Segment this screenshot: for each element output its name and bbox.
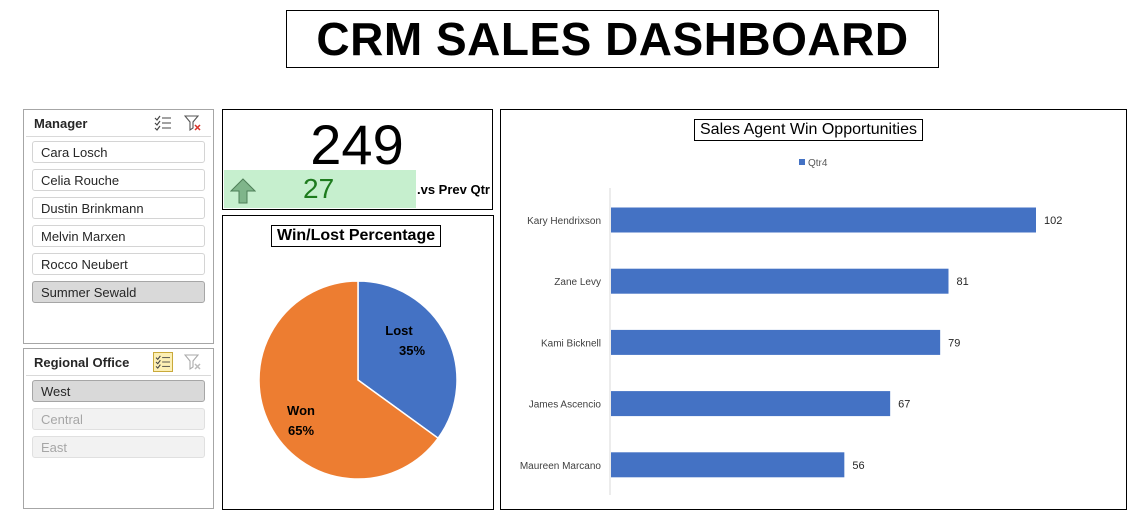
office-item-central[interactable]: Central: [32, 408, 205, 430]
kpi-change-label: .vs Prev Qtr: [417, 182, 490, 197]
bar-maureen-marcano: [611, 452, 845, 478]
category-label-kary-hendrixson: Kary Hendrixson: [527, 216, 601, 227]
manager-item-celia-rouche[interactable]: Celia Rouche: [32, 169, 205, 191]
kpi-card: 249 27 .vs Prev Qtr: [222, 109, 493, 210]
category-label-james-ascencio: James Ascencio: [529, 400, 602, 411]
regional-office-slicer: Regional Office West Cen: [23, 348, 214, 509]
manager-item-cara-losch[interactable]: Cara Losch: [32, 141, 205, 163]
manager-item-summer-sewald[interactable]: Summer Sewald: [32, 281, 205, 303]
manager-slicer: Manager Cara Losch Celia: [23, 109, 214, 344]
manager-slicer-title: Manager: [34, 115, 88, 131]
legend-label-qtr4: Qtr4: [808, 158, 828, 169]
office-item-west[interactable]: West: [32, 380, 205, 402]
value-label-zane-levy: 81: [957, 276, 969, 288]
multi-select-icon[interactable]: [153, 352, 173, 372]
arrow-up-icon: [229, 178, 257, 209]
sales-agent-chart: Sales Agent Win Opportunities Qtr4 Kary …: [500, 109, 1127, 510]
pie-chart-title: Win/Lost Percentage: [271, 225, 442, 247]
bar-james-ascencio: [611, 391, 891, 417]
kpi-change-value: 27: [303, 173, 335, 204]
clear-filter-icon[interactable]: [183, 352, 203, 372]
pie-label-won: Won: [287, 403, 315, 418]
office-item-east[interactable]: East: [32, 436, 205, 458]
manager-slicer-header: Manager: [26, 110, 211, 137]
pie-chart-svg: Lost 35% Won 65%: [258, 280, 458, 480]
pie-percent-lost: 35%: [399, 343, 425, 358]
pie-percent-won: 65%: [288, 423, 314, 438]
category-label-maureen-marcano: Maureen Marcano: [520, 461, 602, 472]
category-label-zane-levy: Zane Levy: [554, 277, 601, 288]
office-slicer-title: Regional Office: [34, 354, 130, 370]
value-label-kami-bicknell: 79: [948, 337, 960, 349]
kpi-value: 249: [310, 113, 404, 176]
bar-zane-levy: [611, 268, 949, 294]
value-label-kary-hendrixson: 102: [1044, 215, 1062, 227]
manager-slicer-list: Cara Losch Celia Rouche Dustin Brinkmann…: [24, 137, 213, 303]
bar-kary-hendrixson: [611, 207, 1036, 233]
office-slicer-list: West Central East: [24, 376, 213, 458]
value-label-james-ascencio: 67: [898, 399, 910, 411]
category-label-kami-bicknell: Kami Bicknell: [541, 338, 601, 349]
legend-swatch-qtr4: [799, 159, 805, 165]
bar-kami-bicknell: [611, 329, 941, 355]
manager-item-melvin-marxen[interactable]: Melvin Marxen: [32, 225, 205, 247]
bar-chart-title: Sales Agent Win Opportunities: [694, 119, 924, 141]
pie-label-lost: Lost: [385, 323, 413, 338]
clear-filter-icon[interactable]: [183, 113, 203, 133]
win-lost-chart: Win/Lost Percentage Lost 35% Won 65%: [222, 215, 494, 510]
dashboard-title: CRM SALES DASHBOARD: [286, 10, 939, 68]
multi-select-icon[interactable]: [153, 113, 173, 133]
manager-item-dustin-brinkmann[interactable]: Dustin Brinkmann: [32, 197, 205, 219]
bar-chart-svg: Qtr4 Kary Hendrixson 102 Zane Levy 81 Kami B…: [520, 158, 1062, 495]
office-slicer-header: Regional Office: [26, 349, 211, 376]
kpi-change-box: 27: [224, 170, 416, 208]
pie-slice-lost: [357, 280, 458, 440]
pie-slice-won: [258, 280, 440, 480]
manager-item-rocco-neubert[interactable]: Rocco Neubert: [32, 253, 205, 275]
value-label-maureen-marcano: 56: [852, 460, 864, 472]
